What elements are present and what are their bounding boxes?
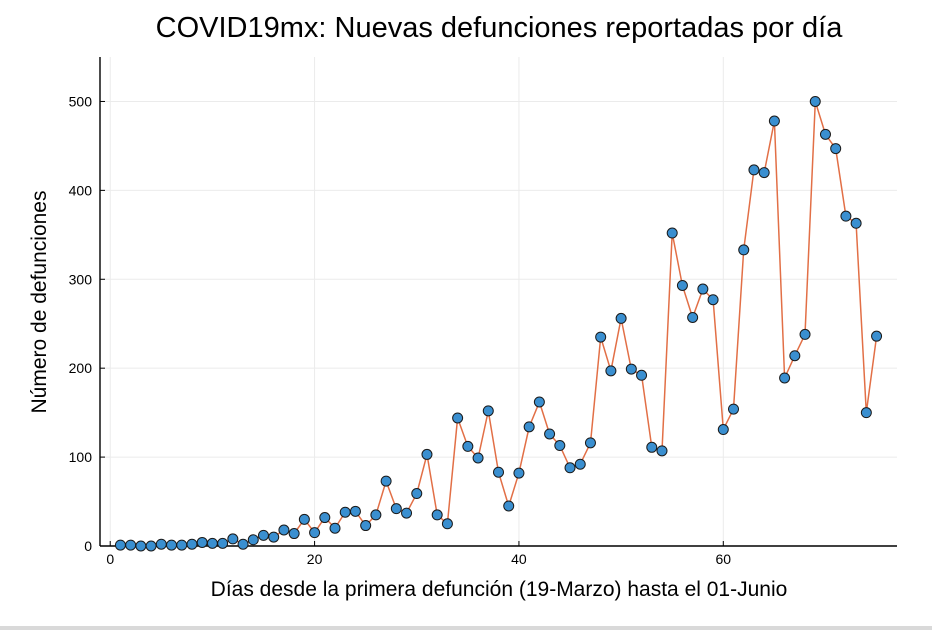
data-point	[431, 509, 443, 521]
data-point	[544, 428, 556, 440]
data-point	[707, 294, 719, 306]
data-point	[166, 539, 178, 551]
data-point	[329, 522, 341, 534]
data-point	[237, 538, 249, 550]
data-point	[196, 536, 208, 548]
data-point	[462, 440, 474, 452]
data-point	[605, 365, 617, 377]
data-point	[564, 462, 576, 474]
data-point	[268, 531, 280, 543]
data-point	[370, 509, 382, 521]
x-tick-label: 40	[511, 551, 527, 567]
data-point	[114, 539, 126, 551]
data-point	[860, 407, 872, 419]
data-point	[206, 537, 218, 549]
data-point	[472, 452, 484, 464]
y-tick-label: 0	[84, 538, 92, 554]
data-point	[339, 506, 351, 518]
data-point	[809, 95, 821, 107]
data-point	[186, 538, 198, 550]
y-axis-label: Número de defunciones	[28, 191, 51, 414]
data-point	[819, 128, 831, 140]
data-point	[728, 403, 740, 415]
data-point	[482, 405, 494, 417]
data-point	[646, 441, 658, 453]
data-point	[697, 283, 709, 295]
y-tick-label: 500	[69, 93, 93, 109]
data-point	[789, 350, 801, 362]
x-tick-label: 0	[106, 551, 114, 567]
data-point	[217, 537, 229, 549]
data-point	[554, 440, 566, 452]
data-point	[748, 164, 760, 176]
y-tick-label: 400	[69, 182, 93, 198]
bottom-divider	[0, 626, 932, 630]
data-point	[615, 312, 627, 324]
data-point	[288, 528, 300, 540]
y-tick-label: 200	[69, 360, 93, 376]
tick-labels: 0 20 40 60 0 100 200 300 400 500	[69, 93, 732, 567]
data-point	[666, 227, 678, 239]
data-point	[738, 244, 750, 256]
axes	[99, 57, 897, 547]
data-point	[513, 467, 525, 479]
data-point	[257, 529, 269, 541]
data-point	[155, 538, 167, 550]
data-point	[768, 115, 780, 127]
x-axis-label: Días desde la primera defunción (19-Marz…	[211, 578, 788, 601]
x-tick-label: 20	[307, 551, 323, 567]
chart-title: COVID19mx: Nuevas defunciones reportadas…	[156, 12, 844, 44]
data-point	[176, 539, 188, 551]
data-point	[319, 512, 331, 524]
data-point	[493, 466, 504, 478]
data-point	[656, 445, 668, 457]
data-point	[125, 539, 137, 551]
data-point	[625, 363, 637, 375]
data-point	[380, 475, 392, 487]
data-point	[533, 396, 545, 408]
data-point	[360, 520, 372, 532]
data-point	[676, 279, 688, 291]
data-point	[135, 540, 147, 552]
data-point	[503, 500, 515, 512]
data-point	[595, 331, 607, 343]
y-tick-label: 300	[69, 271, 93, 287]
data-point	[871, 330, 883, 342]
data-point	[309, 527, 321, 539]
data-point	[247, 534, 259, 546]
series	[114, 95, 883, 552]
data-point	[830, 143, 842, 155]
data-point	[227, 533, 239, 545]
data-point	[850, 217, 862, 229]
data-point	[278, 524, 290, 536]
data-point	[574, 458, 586, 470]
data-point	[523, 421, 535, 433]
data-point	[779, 372, 791, 384]
data-point	[298, 513, 310, 525]
data-point	[799, 328, 811, 340]
x-tick-label: 60	[716, 551, 732, 567]
data-point	[349, 505, 361, 517]
data-point	[717, 424, 729, 436]
data-point	[584, 437, 596, 449]
data-point	[840, 210, 852, 222]
data-point	[145, 540, 157, 552]
data-point	[636, 369, 648, 381]
data-point	[452, 412, 464, 424]
data-point	[390, 503, 402, 515]
data-point	[441, 518, 453, 530]
data-point	[687, 312, 699, 324]
data-point	[411, 488, 423, 500]
y-tick-label: 100	[69, 449, 93, 465]
data-point	[758, 167, 770, 179]
data-point	[401, 507, 413, 519]
data-point	[421, 448, 433, 460]
